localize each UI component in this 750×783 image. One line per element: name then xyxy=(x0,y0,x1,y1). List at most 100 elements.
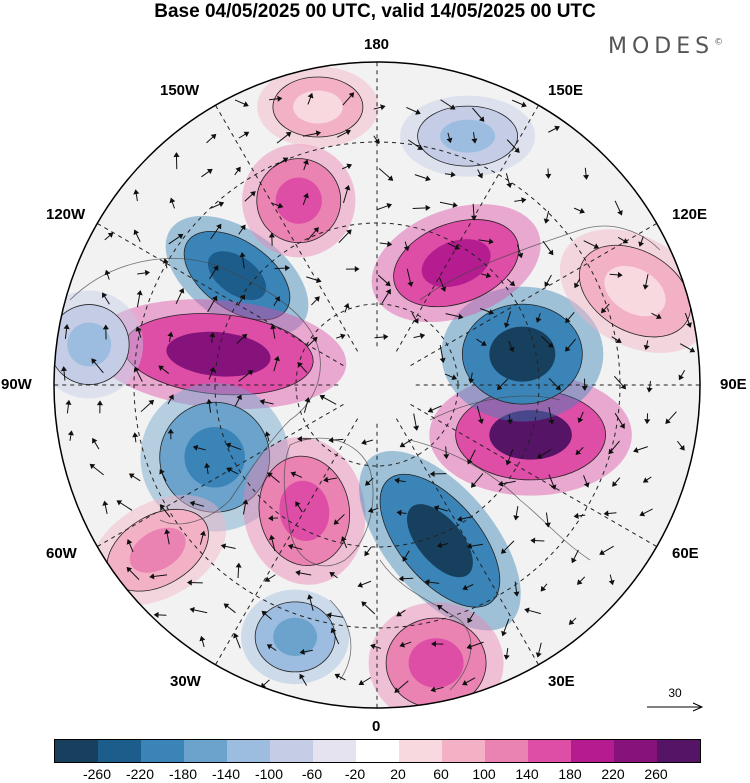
wind-vector-head xyxy=(458,313,464,320)
wind-vector-head xyxy=(92,437,98,444)
colorbar-swatch xyxy=(442,740,485,762)
wind-vector-head xyxy=(236,394,242,401)
colorbar-label: 260 xyxy=(644,766,668,782)
wind-vector-head xyxy=(417,144,423,150)
wind-vector-head xyxy=(439,357,446,364)
polar-stereographic-map xyxy=(53,61,701,709)
wind-vector-head xyxy=(128,473,135,479)
wind-vector-head xyxy=(394,687,400,693)
longitude-label-150e: 150E xyxy=(548,82,584,99)
wind-vector-head xyxy=(633,447,639,453)
wind-vector-head xyxy=(269,534,276,541)
colorbar-label: 180 xyxy=(558,766,582,782)
wind-vector-head xyxy=(311,336,318,343)
wind-vector-head xyxy=(126,539,133,545)
wind-vector-head xyxy=(340,333,346,340)
wind-vector-head xyxy=(535,652,542,658)
brand-logo: MODES© xyxy=(608,34,723,59)
wind-vector-head xyxy=(247,370,254,376)
wind-vector-head xyxy=(612,481,618,487)
wind-vector-head xyxy=(574,282,580,289)
wind-vector-head xyxy=(424,579,430,586)
wind-vector-head xyxy=(345,129,351,136)
wind-vector-head xyxy=(295,501,301,507)
colorbar xyxy=(54,739,701,763)
wind-vector-head xyxy=(565,317,571,324)
wind-vector-head xyxy=(67,430,74,436)
wind-vector-head xyxy=(348,92,355,98)
wind-vector-head xyxy=(173,152,180,157)
anomaly-cell xyxy=(359,451,521,631)
wind-vector-head xyxy=(576,579,583,585)
wind-vector-head xyxy=(656,313,662,320)
wind-vector-head xyxy=(521,197,527,204)
wind-vector-head xyxy=(307,594,314,600)
wind-vector-head xyxy=(243,131,250,137)
wind-vector-head xyxy=(213,265,219,271)
wind-vector-head xyxy=(622,238,629,244)
colorbar-swatch xyxy=(614,740,657,762)
wind-vector-head xyxy=(346,163,353,170)
wind-vector-head xyxy=(159,468,165,475)
wind-vector-head xyxy=(344,184,351,191)
wind-vector-head xyxy=(575,449,582,456)
wind-vector-head xyxy=(216,223,222,230)
wind-vector-head xyxy=(295,569,301,576)
wind-vector-head xyxy=(304,397,311,403)
wind-vector-head xyxy=(583,482,590,488)
anomaly-contour xyxy=(421,239,491,288)
wind-vector-head xyxy=(496,384,503,391)
wind-vector-head xyxy=(554,125,560,132)
wind-vector-head xyxy=(470,215,477,221)
wind-vector-head xyxy=(642,477,649,483)
anomaly-cell xyxy=(140,383,289,532)
anomaly-contour xyxy=(273,617,318,657)
colorbar-swatch xyxy=(571,740,614,762)
wind-vector-head xyxy=(60,366,68,372)
wind-vector-head xyxy=(162,258,169,264)
wind-vector-head xyxy=(239,294,246,301)
wind-vector-head xyxy=(544,522,551,528)
wind-vector-head xyxy=(593,243,600,249)
longitude-label-0: 0 xyxy=(372,718,381,735)
wind-vector-head xyxy=(603,510,609,517)
wind-vector-head xyxy=(689,347,696,353)
wind-vector-head xyxy=(617,209,623,216)
wind-vector-head xyxy=(158,365,165,371)
wind-vector-head xyxy=(506,182,513,189)
wind-vector-head xyxy=(450,171,456,178)
wind-vectors xyxy=(60,92,696,693)
wind-vector-head xyxy=(240,224,246,231)
wind-vector-head xyxy=(396,509,402,516)
wind-vector-head xyxy=(319,394,326,401)
wind-vector-head xyxy=(436,542,443,549)
wind-vector-head xyxy=(274,296,280,302)
wind-vector-head xyxy=(144,269,151,276)
wind-vector-head xyxy=(485,272,492,279)
wind-vector-head xyxy=(386,203,393,209)
wind-vector-head xyxy=(192,444,199,451)
wind-vector-head xyxy=(488,238,494,245)
colorbar-swatch xyxy=(270,740,313,762)
wind-vector-head xyxy=(498,480,504,487)
wind-vector-head xyxy=(454,244,460,250)
anomaly-contour xyxy=(604,265,666,317)
longitude-label-60w: 60W xyxy=(46,545,77,562)
colorbar-swatch xyxy=(98,740,141,762)
wind-vector-head xyxy=(446,137,453,144)
wind-vector-head xyxy=(326,612,332,619)
wind-vector-head xyxy=(206,168,213,175)
wind-vector-head xyxy=(189,606,195,613)
wind-vector-head xyxy=(387,240,393,248)
wind-vector-head xyxy=(399,441,406,448)
wind-vector-head xyxy=(297,362,303,368)
wind-vector-head xyxy=(333,519,340,525)
wind-vector-head xyxy=(167,428,174,434)
colorbar-swatch xyxy=(141,740,184,762)
anomaly-cell xyxy=(441,286,604,422)
wind-vector-head xyxy=(290,471,297,478)
wind-vector-head xyxy=(199,635,206,642)
wind-vector-head xyxy=(521,101,527,108)
wind-vector-head xyxy=(452,201,458,208)
wind-vector-head xyxy=(226,467,232,473)
